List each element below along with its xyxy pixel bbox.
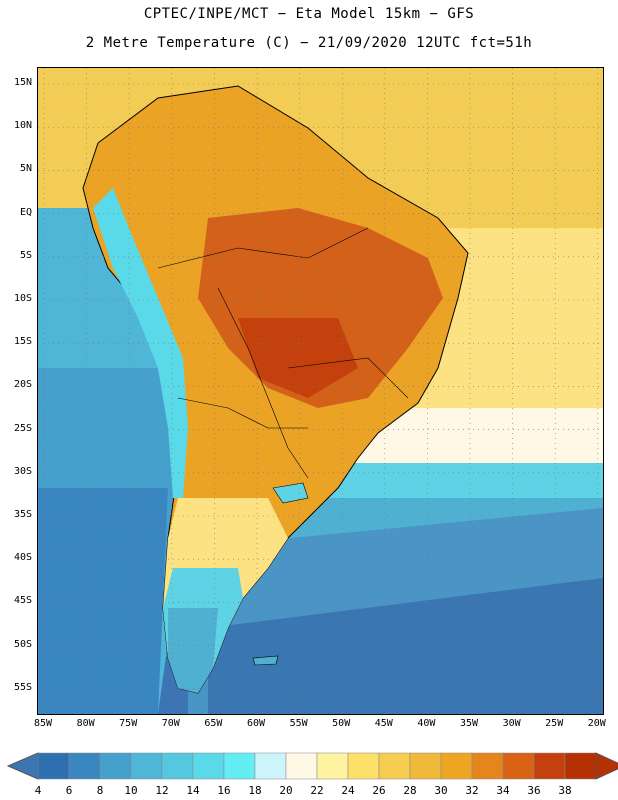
colorbar-box [409,752,442,780]
colorbar-tick-label: 16 [217,784,231,797]
colorbar-box [471,752,504,780]
map-panel[interactable] [37,67,604,715]
colorbar-tick-label: 6 [65,784,73,797]
colorbar-box [533,752,566,780]
colorbar-box [347,752,380,780]
colorbar-tick-label: 36 [527,784,541,797]
colorbar-tick-label: 14 [186,784,200,797]
lon-label: 40W [417,718,436,729]
temperature-map [38,68,603,714]
colorbar-tick-label: 22 [310,784,324,797]
colorbar-box [37,752,70,780]
lon-label: 30W [502,718,521,729]
lat-label: 40S [13,552,32,564]
falkland-islands [252,655,279,666]
lat-label: 45S [13,595,32,607]
lon-label: 20W [587,718,606,729]
graticule [38,68,603,714]
andes-cold-strip [93,188,188,498]
colorbar-arrow-low [6,752,39,780]
lon-label: 45W [374,718,393,729]
lon-label: 35W [459,718,479,729]
lat-label: 15N [13,77,32,88]
colorbar-tick-label: 8 [96,784,104,797]
colorbar-tick-label: 18 [248,784,262,797]
colorbar-tick-label: 24 [341,784,355,797]
colorbar-box [99,752,132,780]
colorbar-tick-label: 20 [279,784,293,797]
patagonia-cold [168,608,218,693]
border-central [217,287,309,479]
lat-label: EQ [19,206,32,218]
colorbar-tick-label: 12 [155,784,169,797]
lat-label: 5N [19,163,32,175]
lat-label: 10S [13,293,32,304]
lat-label: 30S [13,465,32,477]
title-line-2: 2 Metre Temperature (C) − 21/09/2020 12U… [85,35,533,51]
lon-label: 25W [545,718,564,729]
colorbar-boxes [6,752,618,780]
lon-label: 70W [161,718,180,729]
colorbar-box [161,752,194,780]
colorbar-tick-label: 10 [124,784,138,797]
lat-label: 5S [19,249,32,261]
colorbar-tick-label: 32 [465,784,479,797]
lat-label: 25S [13,422,32,434]
colorbar-box [68,752,101,780]
lon-label: 80W [76,718,95,729]
colorbar-tick-label: 38 [558,784,572,797]
lat-label: 55S [13,681,32,693]
colorbar-tick-label: 28 [403,784,417,797]
lon-label: 55W [289,718,308,729]
colorbar-box [564,752,597,780]
lon-label: 60W [246,718,266,729]
lon-label: 50W [332,718,351,729]
colorbar-box [223,752,256,780]
title-line-1: CPTEC/INPE/MCT − Eta Model 15km − GFS [143,6,475,22]
colorbar-arrow-high [595,752,618,780]
border-east [287,357,409,399]
colorbar-tick-label: 26 [372,784,386,797]
colorbar-box [192,752,225,780]
border-north [157,227,369,269]
border-south [177,397,308,429]
interior-hottest [238,318,358,398]
colorbar-tick-label: 34 [496,784,510,797]
colorbar [6,752,618,780]
colorbar-tick-label: 30 [434,784,448,797]
colorbar-box [254,752,287,780]
lat-label: 20S [13,379,32,391]
lon-label: 75W [119,718,138,729]
colorbar-box [285,752,318,780]
colorbar-box [440,752,473,780]
pacific-colder [38,488,168,714]
lat-label: 10N [13,120,32,132]
colorbar-box [502,752,535,780]
rio-de-la-plata [272,482,309,504]
colorbar-box [316,752,349,780]
colorbar-box [378,752,411,780]
lat-label: 35S [13,509,32,520]
atlantic-cold [208,578,603,714]
lon-label: 85W [33,718,53,729]
colorbar-tick-label: 4 [34,784,42,797]
lon-label: 65W [204,718,223,729]
lat-label: 15S [13,336,32,348]
lat-label: 50S [13,638,32,650]
colorbar-box [130,752,163,780]
